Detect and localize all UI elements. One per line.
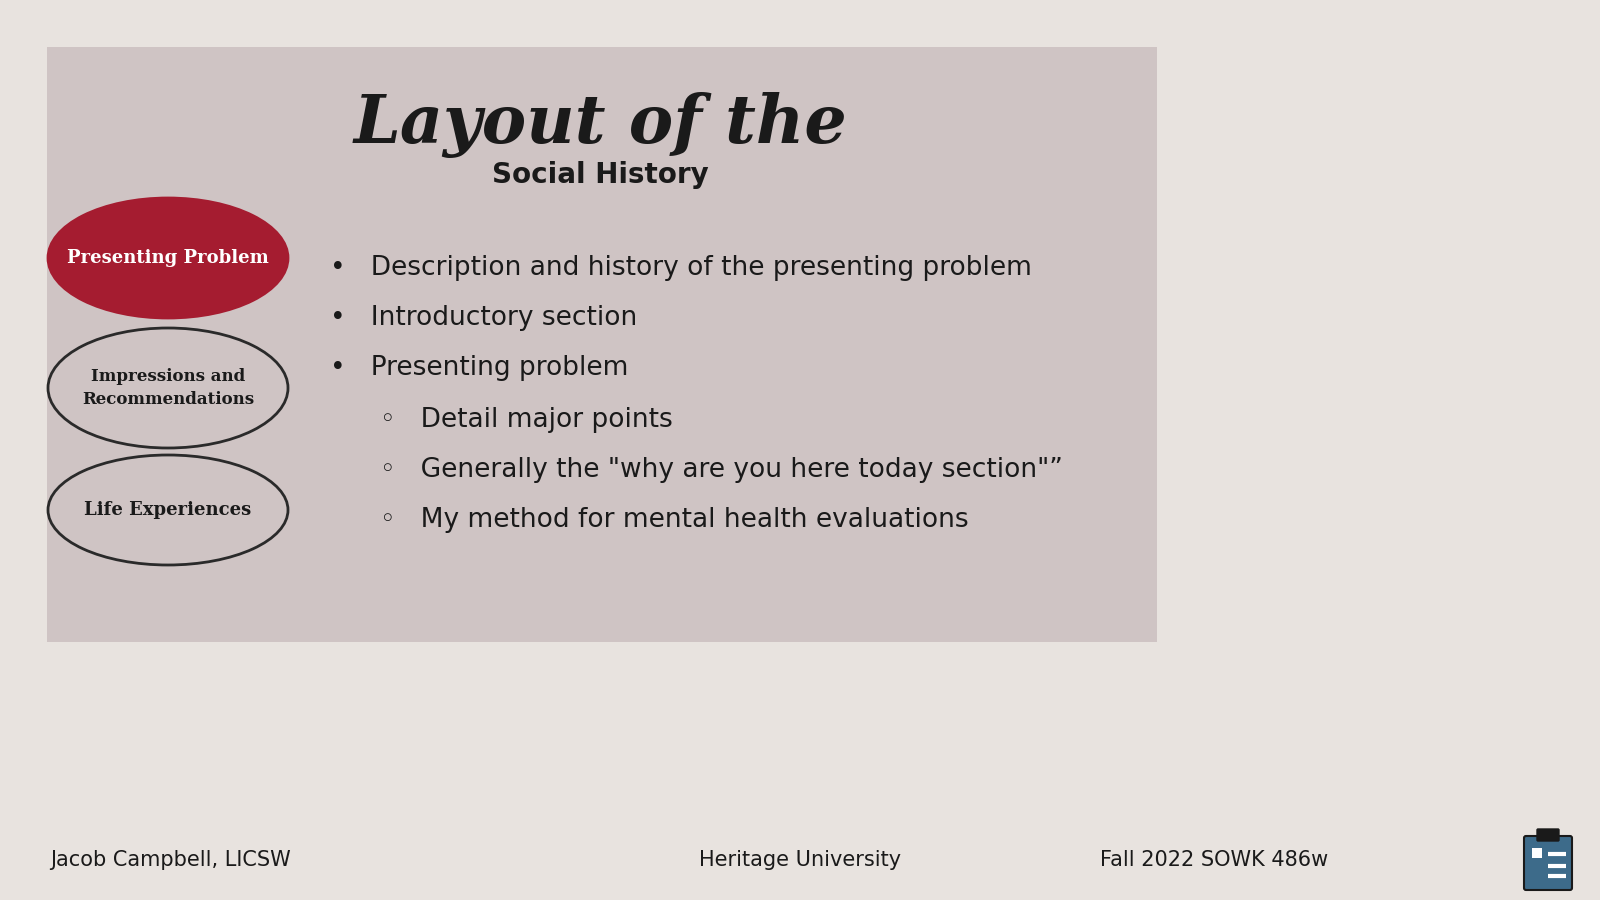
Text: Fall 2022 SOWK 486w: Fall 2022 SOWK 486w: [1101, 850, 1328, 870]
Text: ◦   My method for mental health evaluations: ◦ My method for mental health evaluation…: [381, 507, 968, 533]
FancyBboxPatch shape: [1538, 829, 1558, 841]
Ellipse shape: [48, 455, 288, 565]
Ellipse shape: [48, 328, 288, 448]
Text: ◦   Detail major points: ◦ Detail major points: [381, 407, 672, 433]
Text: •   Description and history of the presenting problem: • Description and history of the present…: [330, 255, 1032, 281]
FancyBboxPatch shape: [1523, 836, 1571, 890]
Text: ◦   Generally the "why are you here today section"”: ◦ Generally the "why are you here today …: [381, 457, 1062, 483]
Text: Life Experiences: Life Experiences: [85, 501, 251, 519]
Text: Heritage University: Heritage University: [699, 850, 901, 870]
Text: •   Presenting problem: • Presenting problem: [330, 355, 629, 381]
Text: Presenting Problem: Presenting Problem: [67, 249, 269, 267]
Text: Layout of the: Layout of the: [354, 92, 846, 158]
Text: Impressions and
Recommendations: Impressions and Recommendations: [82, 368, 254, 408]
Text: Social History: Social History: [491, 161, 709, 189]
FancyBboxPatch shape: [1533, 848, 1542, 858]
FancyBboxPatch shape: [46, 47, 1157, 642]
Ellipse shape: [48, 198, 288, 318]
Text: Jacob Campbell, LICSW: Jacob Campbell, LICSW: [50, 850, 291, 870]
Text: •   Introductory section: • Introductory section: [330, 305, 637, 331]
